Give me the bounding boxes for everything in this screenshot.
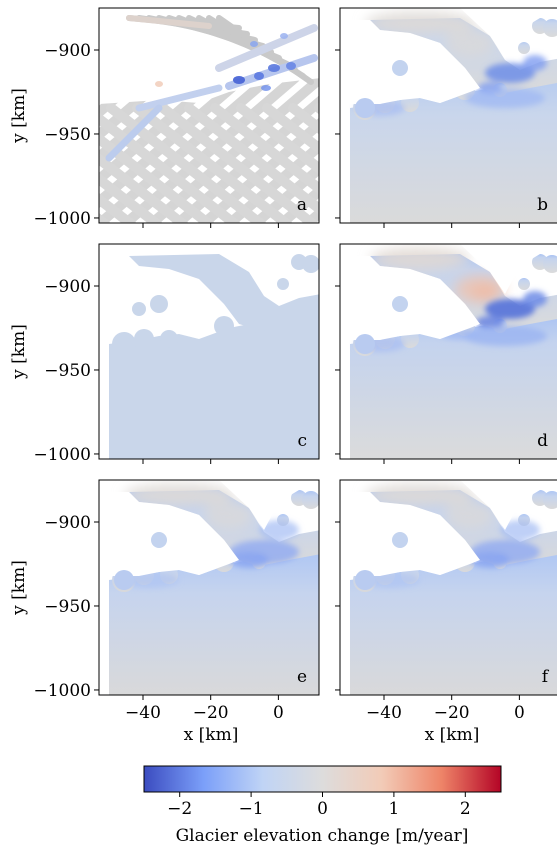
y-axis-label: y [km] xyxy=(9,324,29,380)
x-tick-label: −40 xyxy=(366,703,402,723)
panel-letter: f xyxy=(542,667,550,687)
panel-letter: b xyxy=(537,195,548,215)
y-tick-label: −900 xyxy=(44,277,91,297)
x-tick-label: 0 xyxy=(514,703,525,723)
panel-letter: a xyxy=(297,195,307,215)
colorbar-tick-label: −2 xyxy=(167,799,192,819)
y-tick-label: −1000 xyxy=(33,445,91,465)
y-tick-label: −900 xyxy=(44,41,91,61)
x-tick-label: 0 xyxy=(273,703,284,723)
colorbar-gradient xyxy=(143,765,502,793)
y-tick-label: −1000 xyxy=(33,681,91,701)
panel-f: f −40 −20 0 x [km] xyxy=(335,479,557,745)
panel-e: e −900 −950 −1000 −40 −20 0 y [km] x [km] xyxy=(9,479,320,745)
panel-frame xyxy=(339,243,557,460)
x-axis-label: x [km] xyxy=(184,725,239,745)
panel-c: c −900 −950 −1000 y [km] xyxy=(9,243,320,465)
panel-frame xyxy=(98,479,320,696)
y-tick-label: −950 xyxy=(44,361,91,381)
panel-frame xyxy=(339,479,557,696)
x-axis-label: x [km] xyxy=(425,725,480,745)
colorbar-tick-label: 2 xyxy=(460,799,471,819)
y-tick-label: −950 xyxy=(44,597,91,617)
panel-letter: c xyxy=(297,431,307,451)
x-tick-label: −40 xyxy=(125,703,161,723)
track-field xyxy=(99,73,319,223)
y-axis-label: y [km] xyxy=(9,560,29,616)
panel-d: d xyxy=(335,243,557,464)
x-tick-label: −20 xyxy=(434,703,470,723)
colorbar: −2 −1 0 1 2 Glacier elevation change [m/year… xyxy=(143,765,502,846)
y-tick-label: −900 xyxy=(44,513,91,533)
y-axis-label: y [km] xyxy=(9,88,29,144)
panel-frame xyxy=(98,243,320,460)
panel-frame xyxy=(98,7,320,224)
x-tick-label: −20 xyxy=(193,703,229,723)
colorbar-tick-label: 0 xyxy=(317,799,328,819)
panel-letter: d xyxy=(537,431,548,451)
panel-frame xyxy=(339,7,557,224)
y-tick-label: −1000 xyxy=(33,209,91,229)
panel-letter: e xyxy=(297,667,307,687)
panel-a: a −900 −950 −1000 y [km] xyxy=(9,7,320,229)
colorbar-tick-label: −1 xyxy=(239,799,264,819)
y-tick-label: −950 xyxy=(44,125,91,145)
colorbar-label: Glacier elevation change [m/year] xyxy=(176,826,469,846)
panel-b: b xyxy=(335,7,557,228)
colorbar-tick-label: 1 xyxy=(388,799,399,819)
